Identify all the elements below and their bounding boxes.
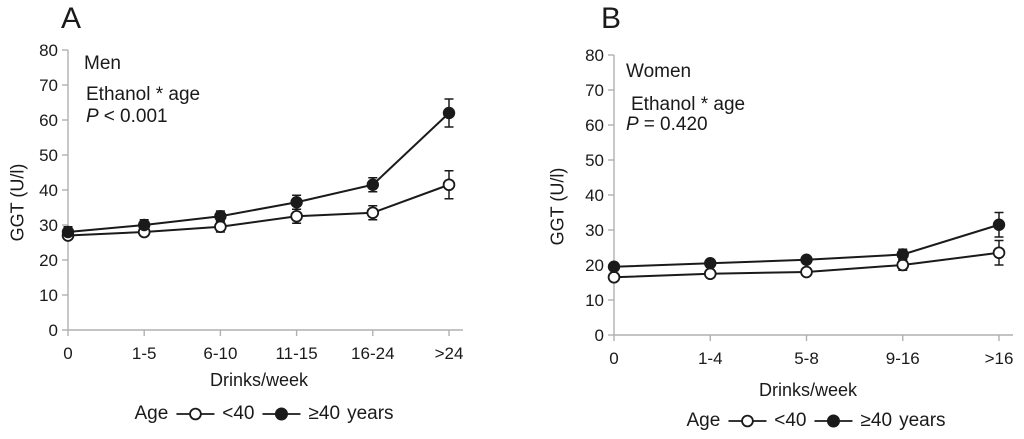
panel-label-b: B — [601, 2, 622, 35]
data-point-open — [800, 265, 813, 279]
legend-suffix: years — [347, 403, 394, 424]
data-point-open — [366, 206, 380, 220]
age-legend: Age <40 ≥40 years — [134, 403, 393, 425]
x-tick-label: 11-15 — [275, 344, 317, 363]
y-tick-label: 70 — [585, 81, 604, 100]
markers-under40 — [607, 246, 1006, 284]
y-tick-label: 50 — [585, 151, 604, 170]
data-point-open — [703, 267, 717, 281]
x-axis: 0 1-4 5-8 9-16 >16 — [609, 334, 1014, 368]
p-symbol: P — [86, 106, 99, 127]
data-point-filled — [896, 248, 909, 261]
p-value-text: = 0.420 — [643, 114, 708, 135]
y-axis: 0 10 20 30 40 50 60 70 80 — [39, 41, 69, 340]
plot-area-women: 0 10 20 30 40 50 60 70 80 0 1-4 5-8 9-16 >16 — [585, 46, 1014, 368]
p-value: P < 0.001 — [86, 106, 168, 127]
data-point-filled — [992, 218, 1006, 231]
y-tick-label: 50 — [39, 146, 58, 165]
y-tick-label: 30 — [585, 221, 604, 240]
filled-circle-marker-icon — [814, 412, 854, 430]
y-tick-label: 80 — [39, 41, 58, 60]
data-point-open — [442, 178, 456, 192]
x-tick-label: 9-16 — [886, 349, 920, 368]
legend-label-under40: <40 — [222, 403, 255, 424]
panel-label-a: A — [61, 2, 82, 35]
data-point-open — [290, 209, 303, 223]
markers-over40 — [607, 218, 1006, 273]
y-tick-label: 60 — [585, 116, 604, 135]
y-tick-label: 10 — [39, 286, 58, 305]
interaction-label: Ethanol * age — [86, 84, 201, 105]
y-tick-label: 20 — [39, 251, 58, 270]
data-point-filled — [607, 260, 621, 273]
x-tick-label: 16-24 — [351, 344, 394, 363]
p-value: P = 0.420 — [626, 114, 708, 135]
y-tick-label: 10 — [585, 291, 604, 310]
x-axis: 0 1-5 6-10 11-15 16-24 >24 — [63, 329, 464, 363]
data-point-open — [214, 220, 227, 234]
open-circle-marker-icon — [175, 405, 215, 423]
data-point-filled — [366, 178, 379, 191]
y-tick-label: 40 — [39, 181, 58, 200]
data-point-open — [992, 246, 1006, 260]
data-point-filled — [61, 225, 75, 239]
open-circle-marker-icon — [727, 412, 767, 430]
y-tick-label: 20 — [585, 256, 604, 275]
data-point-open — [896, 258, 910, 272]
markers-over40 — [61, 106, 456, 239]
legend-label-over40: ≥40 — [308, 403, 341, 424]
data-point-filled — [704, 257, 717, 270]
data-point-filled — [290, 196, 303, 209]
panel-men: 0 10 20 30 40 50 60 70 80 0 1-5 6-10 11-15 16-24 >24 A… — [7, 2, 464, 425]
group-label-men: Men — [84, 53, 121, 74]
x-axis-title: Drinks/week — [209, 370, 309, 390]
data-point-filled — [138, 218, 151, 232]
data-point-open — [607, 270, 621, 284]
x-tick-label: >16 — [985, 349, 1014, 368]
x-tick-label: 0 — [63, 344, 72, 363]
y-axis: 0 10 20 30 40 50 60 70 80 — [585, 46, 615, 345]
x-tick-label: 5-8 — [794, 349, 819, 368]
legend-prefix: Age — [134, 403, 169, 424]
legend-label-under40: <40 — [774, 410, 807, 431]
data-point-filled — [442, 106, 456, 120]
p-value-text: < 0.001 — [103, 106, 168, 127]
series-line-over40 — [67, 112, 450, 233]
series-line-under40 — [67, 183, 450, 237]
y-axis-title: GGT (U/l) — [7, 163, 28, 242]
filled-circle-marker-icon — [262, 405, 302, 423]
legend-label-over40: ≥40 — [860, 410, 893, 431]
legend-suffix: years — [899, 410, 946, 431]
x-axis-title: Drinks/week — [758, 380, 858, 400]
y-tick-label: 0 — [595, 326, 604, 345]
legend-prefix: Age — [686, 410, 721, 431]
x-tick-label: 6-10 — [203, 344, 237, 363]
y-tick-label: 60 — [39, 111, 58, 130]
x-tick-label: >24 — [435, 344, 464, 363]
y-tick-label: 40 — [585, 186, 604, 205]
data-point-filled — [800, 253, 813, 266]
age-legend: Age <40 ≥40 years — [686, 410, 945, 432]
x-tick-label: 1-4 — [698, 349, 723, 368]
data-point-filled — [214, 210, 227, 223]
y-tick-label: 70 — [39, 76, 58, 95]
interaction-label: Ethanol * age — [631, 94, 746, 115]
y-tick-label: 30 — [39, 216, 58, 235]
y-tick-label: 80 — [585, 46, 604, 65]
group-label-women: Women — [626, 61, 692, 82]
plot-area-men: 0 10 20 30 40 50 60 70 80 0 1-5 6-10 11-15 16-24 >24 — [39, 41, 464, 363]
x-tick-label: 1-5 — [132, 344, 157, 363]
y-axis-title: GGT (U/l) — [547, 167, 568, 246]
p-symbol: P — [626, 114, 639, 135]
x-tick-label: 0 — [609, 349, 618, 368]
y-tick-label: 0 — [49, 321, 58, 340]
panel-women: 0 10 20 30 40 50 60 70 80 0 1-4 5-8 9-16 >16 B Women … — [512, 0, 1024, 439]
